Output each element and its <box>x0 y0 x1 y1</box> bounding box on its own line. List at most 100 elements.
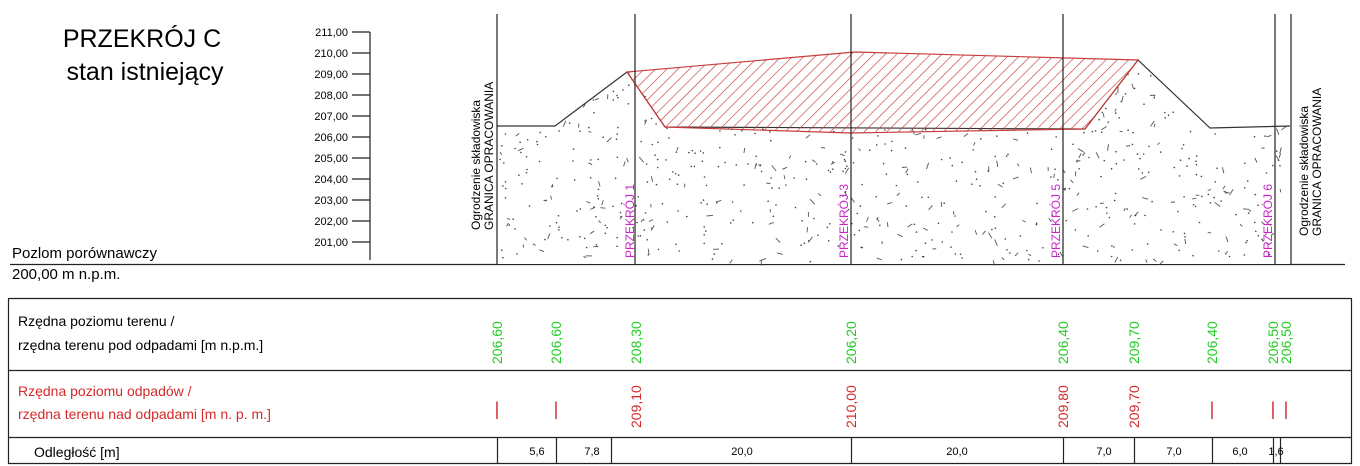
stipple-mark <box>974 229 978 235</box>
stipple-dot <box>642 219 645 221</box>
stipple-mark <box>1114 256 1119 263</box>
stipple-dot <box>719 130 721 132</box>
stipple-dot <box>1151 200 1153 203</box>
scale-tick-label: 210,00 <box>314 48 348 60</box>
stipple-dot <box>589 177 592 179</box>
stipple-mark <box>598 181 601 187</box>
stipple-dot <box>915 231 918 233</box>
stipple-dot <box>1201 195 1203 198</box>
stipple-dot <box>1207 193 1210 196</box>
scale-tick-label: 203,00 <box>314 195 348 207</box>
stipple-dot <box>516 253 518 255</box>
stipple-dot <box>1244 162 1246 165</box>
stipple-dot <box>1111 245 1113 247</box>
stipple-dot <box>1105 206 1108 209</box>
value-columns: 206,60 206,60 208,30 206,20 206,40 209,70 206,… <box>489 321 1294 428</box>
stipple-dot <box>1147 171 1150 174</box>
stipple-dot <box>614 177 617 180</box>
stipple-mark <box>754 162 757 170</box>
title-line2: stan istniejący <box>66 58 224 86</box>
stipple-dot <box>674 173 677 175</box>
stipple-mark <box>1281 126 1287 131</box>
stipple-dot <box>703 176 706 178</box>
stipple-dot <box>1257 204 1259 206</box>
stipple-dot <box>1173 166 1176 169</box>
waste-area <box>625 51 1140 134</box>
stipple-dot <box>572 148 575 150</box>
stipple-dot <box>1026 249 1028 252</box>
stipple-dot <box>657 141 659 144</box>
stipple-dot <box>644 212 647 214</box>
stipple-dot <box>1064 187 1066 190</box>
stipple-dot <box>955 180 958 182</box>
stipple-dot <box>617 126 619 129</box>
stipple-dot <box>1119 259 1122 262</box>
stipple-dot <box>759 165 761 167</box>
stipple-dot <box>778 187 780 189</box>
stipple-dot <box>906 173 909 176</box>
stipple-mark <box>600 207 606 209</box>
stipple-dot <box>558 226 560 228</box>
stipple-dot <box>1195 160 1197 163</box>
stipple-dot <box>545 136 547 138</box>
stipple-mark <box>1101 126 1107 131</box>
stipple-dot <box>706 203 708 205</box>
stipple-dot <box>1128 144 1130 147</box>
stipple-dot <box>555 221 558 224</box>
stipple-dot <box>544 238 546 241</box>
stipple-dot <box>539 131 541 134</box>
stipple-dot <box>1141 172 1144 174</box>
stipple-dot <box>694 152 696 154</box>
stipple-mark <box>956 224 960 228</box>
stipple-dot <box>602 136 604 138</box>
stipple-dot <box>504 187 507 190</box>
stipple-dot <box>646 181 649 183</box>
stipple-mark <box>588 162 593 166</box>
stipple-dot <box>703 226 705 228</box>
stipple-dot <box>1004 238 1007 240</box>
stipple-dot <box>853 234 856 236</box>
stipple-dot <box>520 151 522 154</box>
stipple-dot <box>1254 193 1257 196</box>
stipple-dot <box>891 140 893 143</box>
stipple-dot <box>637 196 639 198</box>
distance-value: 7,8 <box>584 446 599 458</box>
stipple-dot <box>504 133 507 135</box>
data-table <box>7 297 1353 465</box>
stipple-dot <box>1057 179 1059 181</box>
stipple-dot <box>1105 107 1107 110</box>
stipple-mark <box>1239 223 1243 227</box>
stipple-dot <box>1272 233 1274 235</box>
stipple-mark <box>1059 251 1063 257</box>
waste-value: 210,00 <box>843 385 859 428</box>
stipple-mark <box>1279 147 1282 154</box>
stipple-dot <box>699 150 702 152</box>
stipple-dot <box>1188 157 1190 160</box>
stipple-mark <box>1102 113 1105 118</box>
stipple-mark <box>996 160 999 168</box>
stipple-mark <box>1114 108 1117 112</box>
stipple-dot <box>719 146 721 149</box>
stipple-dot <box>1083 152 1086 154</box>
stipple-mark <box>876 218 880 222</box>
stipple-dot <box>1100 175 1102 178</box>
stipple-dot <box>1143 103 1145 105</box>
stipple-mark <box>926 162 930 170</box>
stipple-dot <box>654 154 656 156</box>
stipple-mark <box>1278 153 1282 159</box>
stipple-dot <box>1136 153 1139 155</box>
stipple-dot <box>637 235 640 237</box>
stipple-mark <box>589 230 595 235</box>
stipple-dot <box>656 166 659 169</box>
stipple-dot <box>1036 202 1038 205</box>
scale-tick-label: 202,00 <box>314 216 348 228</box>
stipple-dot <box>1126 208 1128 210</box>
stipple-mark <box>1225 236 1229 243</box>
stipple-dot <box>1038 260 1040 262</box>
ground-body <box>497 60 1290 264</box>
stipple-dot <box>1148 145 1150 148</box>
stipple-dot <box>1120 100 1123 103</box>
stipple-dot <box>1096 250 1099 252</box>
stipple-dot <box>713 253 715 255</box>
stipple-dot <box>971 183 973 185</box>
